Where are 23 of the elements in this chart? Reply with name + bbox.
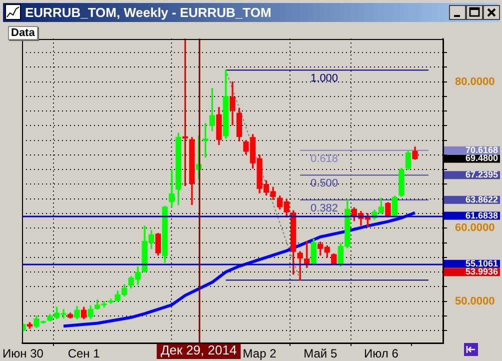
x-tick-label: Июл 6 — [364, 346, 399, 361]
y-tick-label: 60.0000 — [455, 222, 495, 234]
ref-line-label: 55.1061 — [465, 258, 498, 268]
y-tick-label: 53.9936 — [465, 266, 498, 277]
series-label: 0.618 — [310, 152, 338, 165]
series-label: 0.382 — [310, 202, 338, 214]
ref-line-label: Дек 29, 2014 — [160, 342, 237, 358]
annotation: Data — [8, 26, 38, 40]
x-tick-label: Май 5 — [304, 346, 338, 361]
chart-title: EURRUB_TOM, Weekly - EURRUB_TOM — [25, 5, 272, 20]
y-tick-label: 80.0000 — [455, 76, 495, 88]
y-tick-label: 50.0000 — [455, 295, 495, 308]
series-label: 1.000 — [310, 72, 338, 85]
ref-line-label: 61.6838 — [465, 210, 498, 220]
x-tick-label: Сен 1 — [68, 346, 100, 361]
x-tick-label: Мар 2 — [242, 346, 277, 361]
x-tick-label: Июн 30 — [2, 346, 44, 361]
y-tick-label: 67.2395 — [465, 170, 498, 180]
y-tick-label: 70.6168 — [465, 144, 498, 155]
series-label: 0.500 — [310, 178, 338, 190]
y-tick-label: 69.4800 — [465, 153, 498, 164]
y-tick-label: 63.8622 — [465, 194, 498, 204]
candlestick — [202, 123, 208, 158]
